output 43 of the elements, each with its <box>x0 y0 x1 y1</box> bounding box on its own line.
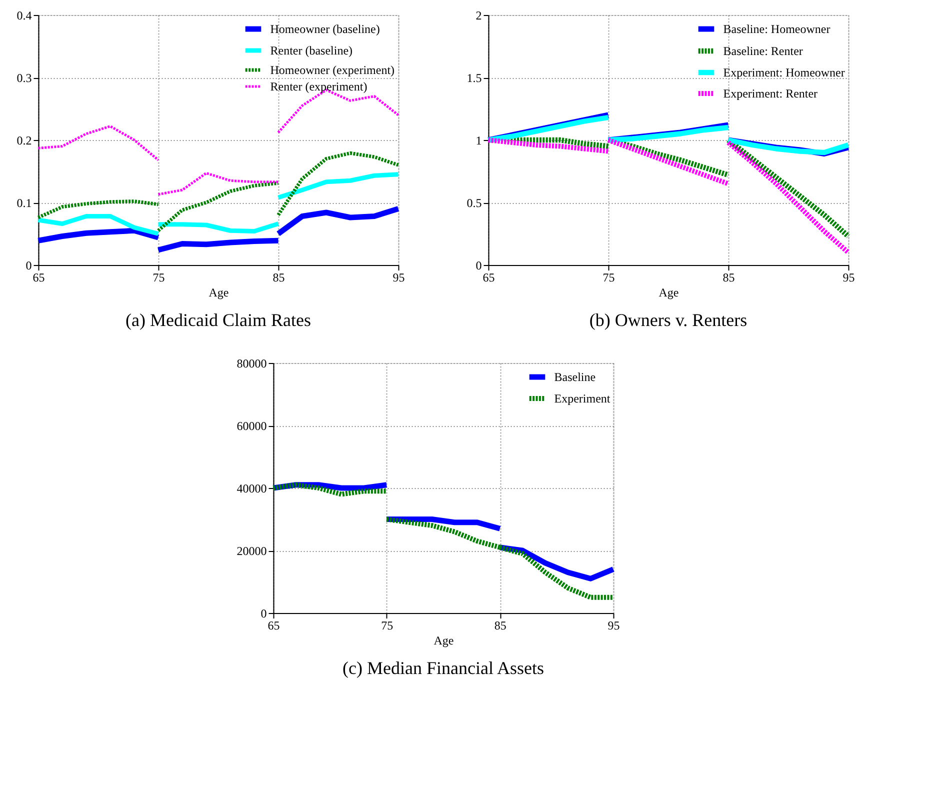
legend-label: Experiment: Homeowner <box>723 66 845 80</box>
y-tick-label: 0 <box>26 258 32 272</box>
legend-label: Baseline <box>554 370 596 384</box>
x-axis-title: Age <box>658 286 679 300</box>
y-tick-label: 0 <box>476 258 482 272</box>
legend-label: Baseline: Renter <box>723 44 803 58</box>
y-tick-label: 0.2 <box>16 134 32 148</box>
x-tick-label: 75 <box>152 270 165 284</box>
text: (c) Median Financial Assets <box>342 658 544 678</box>
legend-label: Experiment <box>554 392 611 406</box>
x-tick-label: 65 <box>268 618 280 632</box>
y-tick-label: 0.1 <box>16 196 32 210</box>
x-tick-label: 65 <box>32 270 45 284</box>
legend-label: Experiment: Renter <box>723 86 818 100</box>
x-axis-title: Age <box>434 634 454 648</box>
x-tick-label: 95 <box>842 270 855 284</box>
legend-label: Homeowner (experiment) <box>270 63 395 77</box>
y-tick-label: 20000 <box>236 544 267 558</box>
x-tick-label: 75 <box>602 270 615 284</box>
legend-label: Renter (baseline) <box>270 44 353 58</box>
y-tick-label: 40000 <box>236 482 267 496</box>
x-tick-label: 95 <box>392 270 405 284</box>
text: (b) Owners v. Renters <box>589 310 748 330</box>
x-tick-label: 95 <box>608 618 620 632</box>
y-tick-label: 2 <box>476 8 482 22</box>
y-tick-label: 0 <box>260 606 267 620</box>
legend-label: Renter (experiment) <box>270 80 368 94</box>
legend-label: Baseline: Homeowner <box>723 22 830 36</box>
x-tick-label: 85 <box>494 618 506 632</box>
x-tick-label: 75 <box>381 618 394 632</box>
y-tick-label: 80000 <box>236 356 267 370</box>
y-tick-label: 1.5 <box>466 71 482 85</box>
y-tick-label: 0.4 <box>16 8 32 22</box>
x-tick-label: 85 <box>272 270 285 284</box>
x-tick-label: 85 <box>722 270 735 284</box>
y-tick-label: 1 <box>476 134 482 148</box>
x-axis-title: Age <box>208 286 229 300</box>
y-tick-label: 0.5 <box>466 196 482 210</box>
legend-label: Homeowner (baseline) <box>270 22 380 36</box>
x-tick-label: 65 <box>482 270 495 284</box>
y-tick-label: 60000 <box>236 419 267 433</box>
y-tick-label: 0.3 <box>16 71 32 85</box>
text: (a) Medicaid Claim Rates <box>126 310 311 330</box>
